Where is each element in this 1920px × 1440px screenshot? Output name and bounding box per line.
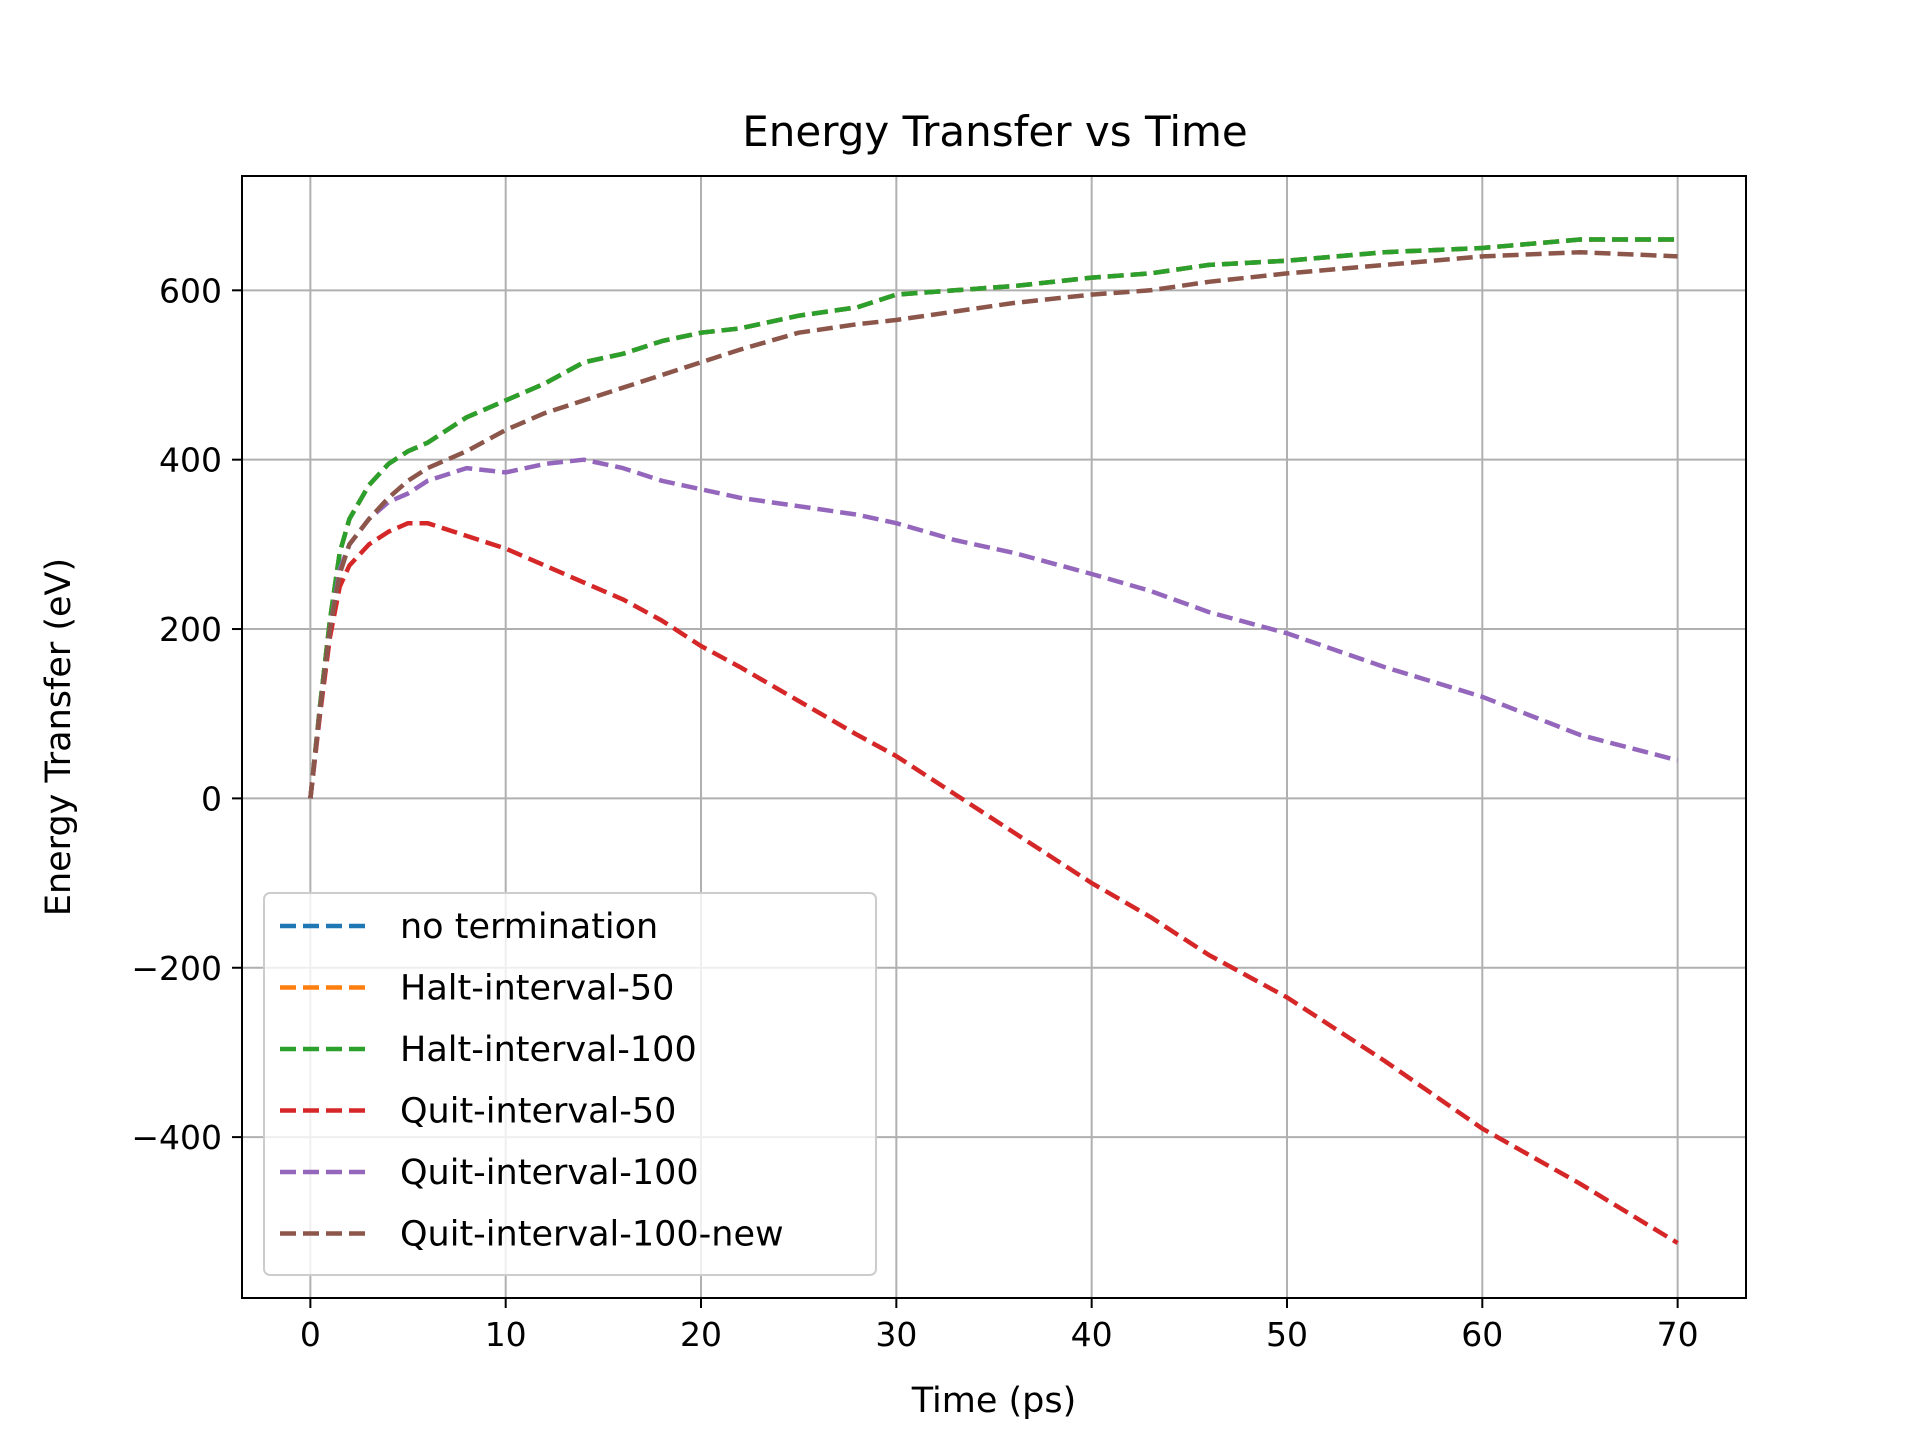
legend: no termination Halt-interval-50 Halt-inter… [263,892,877,1276]
legend-box [263,892,877,1276]
y-tick-label: −400 [131,1118,222,1157]
chart-title: Energy Transfer vs Time [742,107,1248,156]
series-line-6 [308,249,1678,799]
series-line-3 [308,237,1678,799]
y-tick-label: 0 [201,779,222,818]
legend-label-6: Quit-interval-100-new [400,1215,784,1255]
legend-label-5: Quit-interval-100 [400,1153,699,1193]
legend-label-2: Halt-interval-50 [400,969,674,1009]
y-tick-label: 600 [159,271,222,310]
x-tick-label: 50 [1266,1315,1308,1354]
legend-label-4: Quit-interval-50 [400,1092,676,1132]
x-axis-title: Time (ps) [911,1381,1077,1421]
series-lines [308,237,1679,1245]
x-axis-ticks: 0 10 20 30 40 50 60 70 [300,1298,1699,1354]
y-tick-label: −200 [131,949,222,988]
legend-label-3: Halt-interval-100 [400,1030,697,1070]
y-axis-ticks: −400 −200 0 200 400 600 [131,271,242,1157]
legend-label-1: no termination [400,907,658,947]
series-line-4 [308,520,1679,1245]
x-tick-label: 70 [1657,1315,1699,1354]
x-tick-label: 60 [1461,1315,1503,1354]
x-tick-label: 0 [300,1315,321,1354]
x-tick-label: 20 [680,1315,722,1354]
plot-area-frame [241,175,1747,1299]
x-tick-label: 10 [485,1315,527,1354]
y-tick-label: 400 [159,441,222,480]
x-tick-label: 40 [1071,1315,1113,1354]
y-tick-label: 200 [159,610,222,649]
y-axis-title: Energy Transfer (eV) [39,558,79,916]
x-tick-label: 30 [875,1315,917,1354]
